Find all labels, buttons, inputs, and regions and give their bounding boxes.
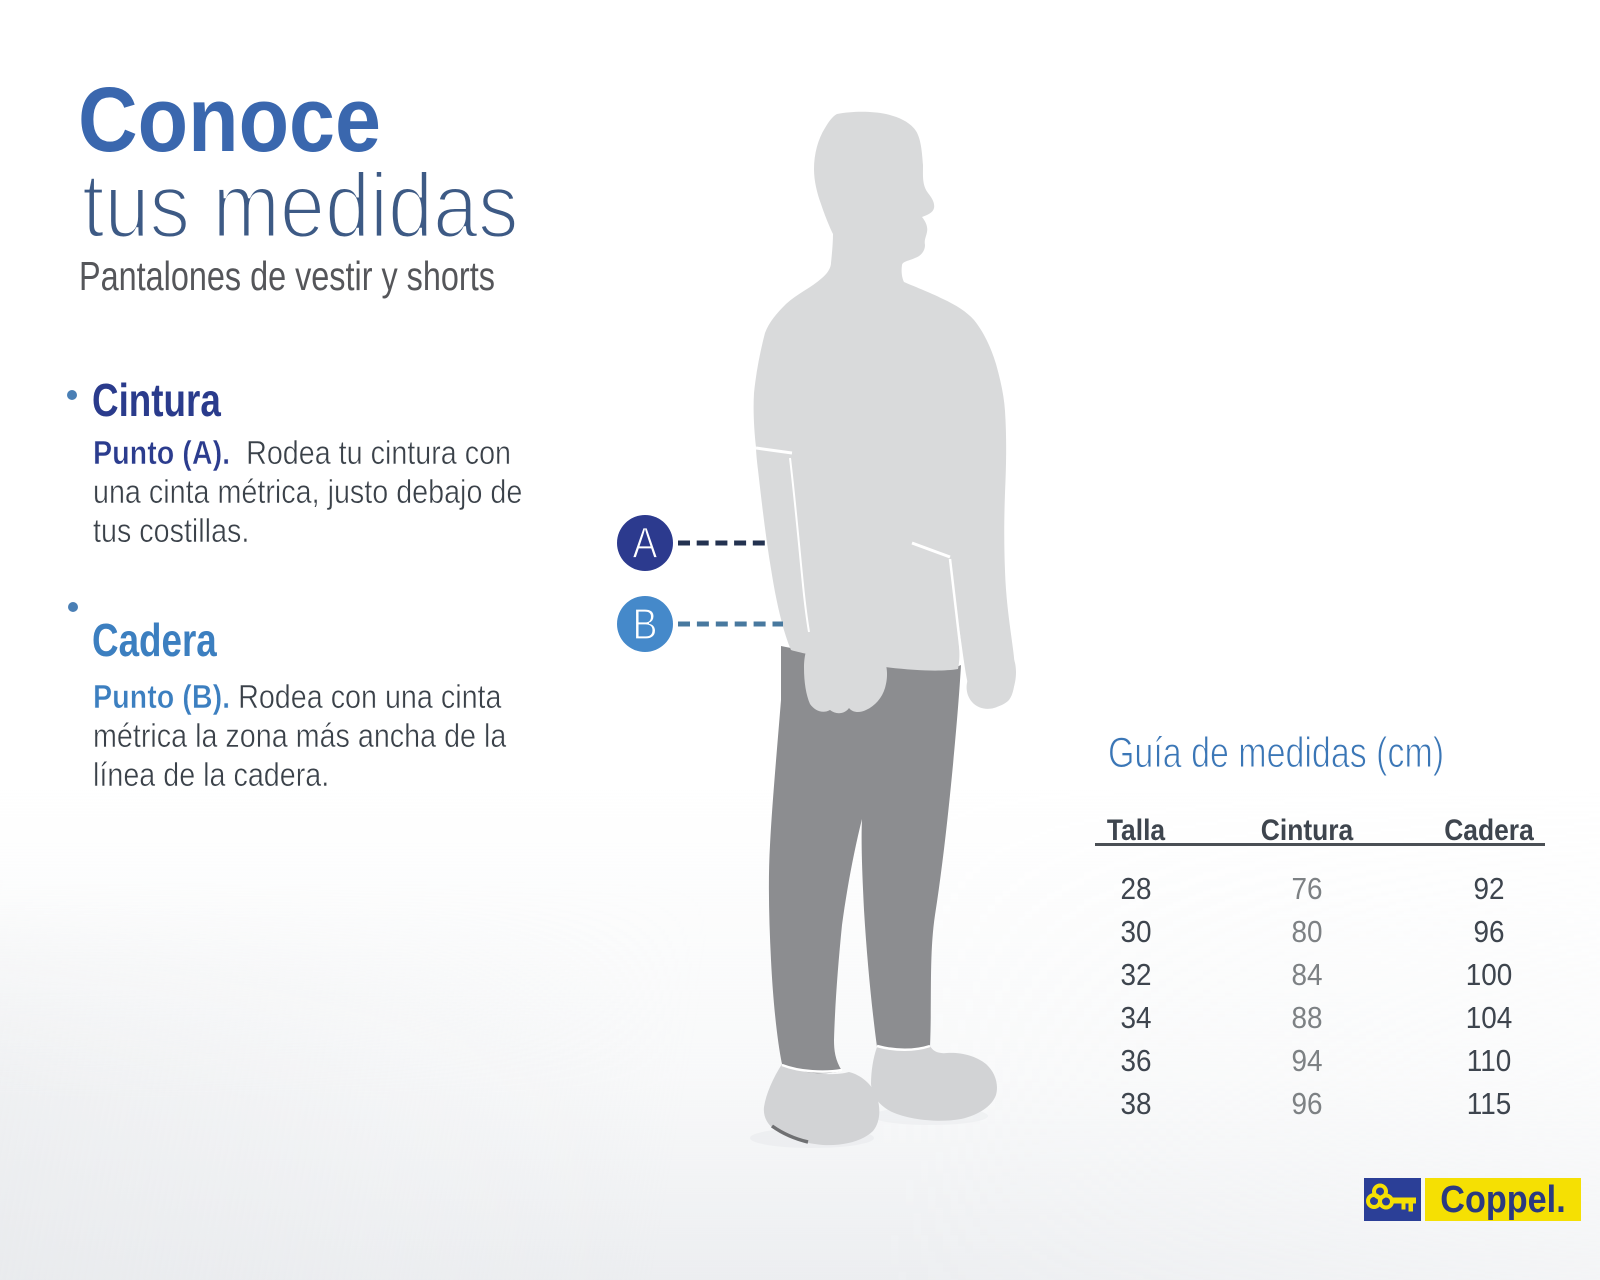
svg-text:A: A xyxy=(633,518,659,568)
svg-text:B: B xyxy=(633,599,658,649)
